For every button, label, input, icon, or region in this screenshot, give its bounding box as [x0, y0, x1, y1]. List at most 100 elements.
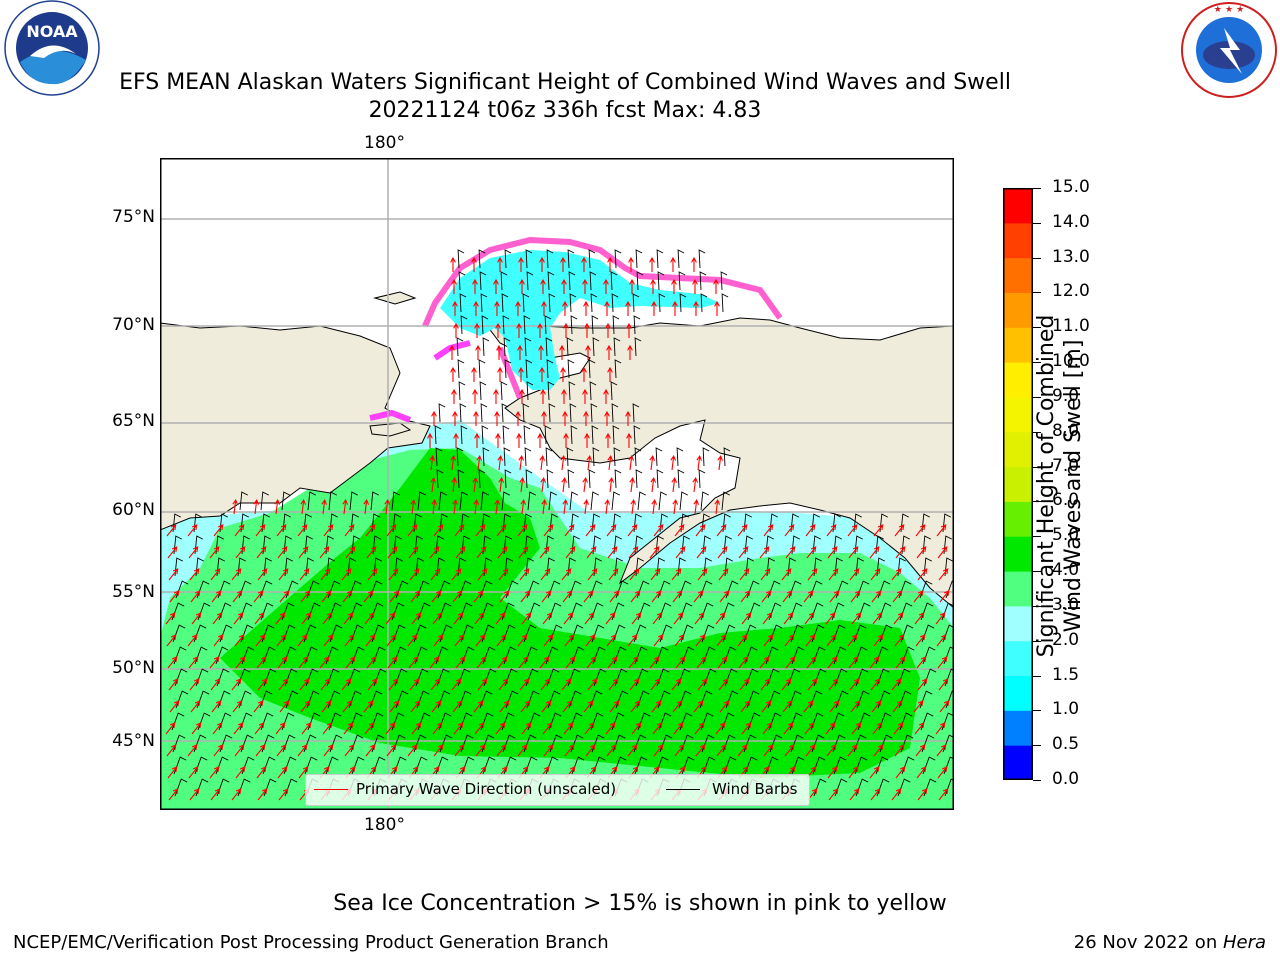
- wave-direction-arrow: [828, 568, 839, 581]
- land: [160, 291, 954, 609]
- wave-direction-arrow: [256, 546, 267, 559]
- wave-direction-arrow: [189, 678, 200, 691]
- wave-direction-arrow: [212, 612, 223, 625]
- wave-direction-arrow: [188, 656, 199, 669]
- wave-direction-arrow: [471, 366, 477, 382]
- colorbar-tick: [1033, 431, 1041, 433]
- colorbar-tick: [1033, 605, 1041, 607]
- wind-barb: [349, 491, 359, 511]
- wind-barb: [700, 491, 710, 511]
- wave-direction-arrow: [716, 634, 727, 647]
- wind-barb: [504, 359, 512, 379]
- wave-direction-arrow: [917, 788, 928, 801]
- wave-direction-arrow: [561, 568, 572, 581]
- colorbar-tick-label: 1.5: [1052, 664, 1080, 685]
- wave-direction-arrow: [607, 256, 613, 272]
- wave-direction-arrow: [515, 300, 521, 316]
- wind-barb: [568, 381, 576, 401]
- wave-direction-arrow: [672, 590, 683, 603]
- wave-direction-arrow: [255, 744, 266, 757]
- wave-direction-arrow: [851, 722, 862, 735]
- colorbar-tick-label: 9.0: [1052, 385, 1080, 406]
- wind-barb: [503, 337, 511, 357]
- wave-direction-arrow: [494, 410, 500, 426]
- wave-direction-arrow: [825, 612, 836, 625]
- wind-barb: [544, 425, 552, 445]
- wind-barb: [523, 315, 531, 335]
- wave-direction-arrow: [652, 612, 663, 625]
- wave-direction-arrow: [407, 634, 418, 647]
- wave-direction-arrow: [870, 678, 881, 691]
- wave-direction-arrow: [543, 634, 554, 647]
- wave-direction-arrow: [674, 634, 685, 647]
- wave-direction-arrow: [187, 524, 198, 537]
- lat-label-50: 50°N: [112, 658, 155, 678]
- wave-direction-arrow: [451, 476, 458, 493]
- wave-direction-arrow: [211, 700, 222, 713]
- wave-direction-arrow: [585, 524, 596, 537]
- wind-barb: [592, 337, 600, 357]
- legend-label-wave: Primary Wave Direction (unscaled): [356, 780, 617, 798]
- wave-direction-arrow: [387, 546, 398, 559]
- wave-direction-arrow: [279, 700, 290, 713]
- wave-direction-arrow: [671, 568, 682, 581]
- wave-direction-arrow: [693, 300, 699, 316]
- wind-barb: [417, 491, 427, 511]
- wave-direction-arrow: [829, 590, 840, 603]
- wave-direction-arrow: [365, 634, 376, 647]
- wave-direction-arrow: [781, 678, 792, 691]
- wave-direction-arrow: [740, 700, 751, 713]
- wind-barb: [567, 469, 575, 489]
- colorbar-tick: [1033, 292, 1041, 294]
- wave-direction-arrow: [651, 498, 658, 515]
- wind-barb: [610, 381, 618, 401]
- colorbar-tick: [1033, 188, 1041, 189]
- wind-barb: [434, 425, 442, 445]
- wave-direction-arrow: [323, 744, 334, 757]
- wave-direction-arrow: [431, 700, 442, 713]
- wave-direction-arrow: [936, 634, 947, 647]
- wave-direction-arrow: [827, 656, 838, 669]
- wave-direction-arrow: [565, 656, 576, 669]
- map-panel[interactable]: [160, 158, 954, 810]
- wave-direction-arrow: [498, 678, 509, 691]
- wave-direction-arrow: [693, 700, 704, 713]
- wave-direction-arrow: [210, 788, 221, 801]
- wind-barb: [700, 293, 708, 313]
- wave-direction-arrow: [891, 678, 902, 691]
- wave-direction-arrow: [254, 612, 265, 625]
- wind-barb: [460, 425, 468, 445]
- wave-direction-arrow: [870, 788, 881, 801]
- wave-direction-arrow: [386, 744, 397, 757]
- wave-direction-arrow: [541, 498, 548, 515]
- wave-direction-arrow: [344, 634, 355, 647]
- wave-direction-arrow: [586, 656, 597, 669]
- wave-direction-arrow: [851, 612, 862, 625]
- wind-barb: [678, 271, 686, 291]
- wind-barb: [590, 491, 600, 511]
- wave-direction-arrow: [737, 744, 748, 757]
- wave-direction-arrow: [320, 568, 331, 581]
- wind-barb: [479, 271, 487, 291]
- wave-direction-arrow: [607, 546, 618, 559]
- wave-direction-arrow: [275, 722, 286, 735]
- wave-direction-arrow: [477, 678, 488, 691]
- wind-barb: [482, 337, 490, 357]
- wind-barb: [546, 359, 554, 379]
- wave-direction-arrow: [807, 568, 818, 581]
- wave-direction-arrow: [541, 410, 547, 426]
- wave-direction-arrow: [562, 700, 573, 713]
- wave-direction-arrow: [453, 612, 464, 625]
- wind-barb: [590, 403, 598, 423]
- wave-direction-arrow: [475, 744, 486, 757]
- wave-direction-arrow: [803, 590, 814, 603]
- wave-direction-arrow: [517, 524, 528, 537]
- wave-direction-arrow: [165, 612, 176, 625]
- wave-direction-arrow: [213, 744, 224, 757]
- wind-barb: [501, 293, 509, 313]
- wind-barb: [548, 293, 556, 313]
- colorbar-title-line1: Significant Height of Combined: [1034, 314, 1059, 658]
- legend-label-barbs: Wind Barbs: [712, 780, 798, 798]
- wave-direction-arrow: [496, 524, 507, 537]
- wave-direction-arrow: [235, 656, 246, 669]
